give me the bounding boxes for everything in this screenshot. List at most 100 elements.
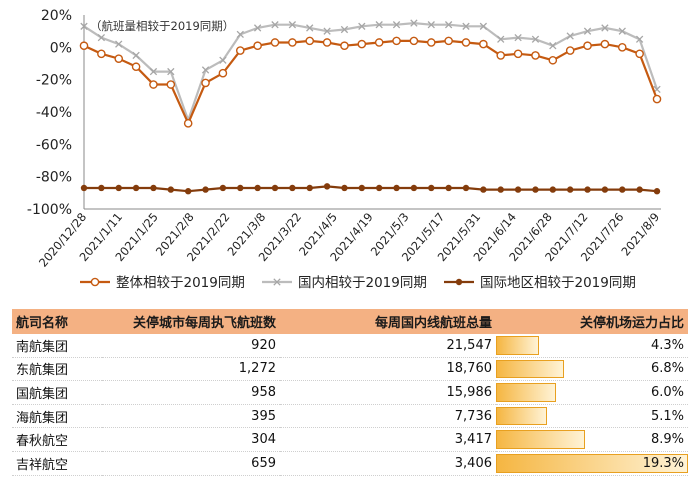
capacity-share-label: 5.1%: [650, 408, 684, 424]
data-point-international: [254, 184, 261, 192]
legend-label-0: 整体相较于2019同期: [116, 275, 245, 291]
capacity-share-label: 6.0%: [650, 384, 684, 400]
series-line-0: [83, 39, 659, 127]
data-point-international: [358, 184, 366, 192]
y-tick-label: -40%: [36, 105, 72, 121]
data-point-domestic: [427, 21, 435, 29]
capacity-share-bar: [496, 406, 547, 426]
closed-flights: 1,272: [102, 357, 280, 382]
data-point-domestic: [149, 67, 158, 76]
capacity-share-cell: 19.3%: [496, 451, 688, 476]
airline-name: 春秋航空: [12, 427, 102, 452]
y-tick-label: -20%: [36, 73, 72, 89]
line-chart: 20% 0% -20% -40% -60% -80% -100%2020/12/28 2021…: [27, 8, 662, 291]
data-point-overall: [496, 51, 506, 60]
capacity-share-cell: 4.3%: [496, 334, 688, 358]
data-point-international: [619, 186, 626, 193]
capacity-share-cell: 6.8%: [496, 357, 688, 382]
data-point-domestic: [635, 35, 644, 43]
data-point-international: [375, 184, 383, 192]
x-tick-label: 2020/12/28: [36, 210, 89, 270]
capacity-share-cell: 6.0%: [496, 380, 688, 405]
data-point-domestic: [219, 56, 227, 64]
table-row: 春秋航空 304 3,417 8.9%: [12, 427, 688, 452]
data-point-overall: [270, 38, 280, 47]
data-point-domestic: [375, 21, 383, 29]
data-point-international: [184, 188, 192, 195]
data-point-domestic: [410, 19, 418, 27]
data-point-overall: [548, 55, 558, 65]
data-point-domestic: [583, 27, 592, 35]
data-point-overall: [322, 38, 332, 47]
weekly-total: 3,406: [280, 451, 496, 476]
weekly-total: 15,986: [280, 380, 496, 405]
y-tick-label: -60%: [36, 137, 72, 153]
data-point-domestic: [201, 66, 210, 74]
y-tick-label: -100%: [27, 202, 72, 218]
y-tick-label: -80%: [36, 170, 72, 186]
data-point-international: [98, 184, 105, 192]
data-point-domestic: [566, 32, 574, 40]
data-point-domestic: [392, 21, 401, 29]
data-point-overall: [114, 54, 124, 63]
data-point-domestic: [115, 40, 123, 48]
legend-marker-0: [90, 277, 100, 287]
data-point-domestic: [444, 21, 453, 29]
closed-flights: 920: [102, 334, 280, 358]
data-point-overall: [600, 39, 610, 49]
closed-flights: 958: [102, 380, 280, 405]
data-point-overall: [340, 41, 349, 51]
data-point-international: [237, 184, 244, 192]
data-point-domestic: [167, 67, 175, 76]
capacity-share-cell: 8.9%: [496, 427, 688, 452]
data-point-overall: [357, 39, 367, 49]
data-point-international: [393, 184, 400, 192]
data-point-domestic: [531, 35, 540, 43]
data-point-domestic: [549, 42, 557, 50]
data-point-domestic: [514, 33, 522, 42]
data-point-overall: [617, 43, 627, 52]
airline-name: 国航集团: [12, 380, 102, 405]
data-point-domestic: [236, 30, 244, 39]
data-point-domestic: [132, 51, 140, 60]
data-point-domestic: [323, 27, 331, 35]
table-row: 南航集团 920 21,547 4.3%: [12, 334, 688, 358]
capacity-share-label: 6.8%: [650, 361, 684, 377]
data-point-overall: [461, 38, 471, 47]
airline-name: 吉祥航空: [12, 451, 102, 476]
data-point-overall: [635, 49, 644, 59]
capacity-share-label: 19.3%: [642, 455, 684, 471]
airline-table: 航司名称 关停城市每周执飞航班数 每周国内线航班总量 关停机场运力占比 南航集团…: [12, 309, 688, 476]
header-closed-flights: 关停城市每周执飞航班数: [102, 309, 280, 334]
data-point-international: [601, 186, 609, 193]
data-point-international: [428, 184, 435, 192]
capacity-share-bar: [496, 359, 564, 379]
data-point-overall: [583, 41, 592, 51]
data-point-international: [480, 186, 487, 193]
data-point-overall: [531, 51, 540, 60]
data-point-international: [636, 186, 643, 193]
data-point-overall: [392, 36, 401, 46]
data-point-international: [445, 184, 452, 192]
airline-name: 海航集团: [12, 404, 102, 429]
weekly-total: 7,736: [280, 404, 496, 429]
data-point-international: [167, 186, 175, 193]
data-point-international: [132, 184, 140, 192]
data-point-overall: [479, 39, 488, 49]
data-point-international: [115, 184, 122, 192]
capacity-share-bar: [496, 430, 585, 449]
closed-flights: 659: [102, 451, 280, 476]
data-point-domestic: [462, 22, 470, 30]
data-point-international: [80, 184, 88, 192]
data-point-domestic: [358, 22, 366, 30]
weekly-total: 18,760: [280, 357, 496, 382]
data-point-overall: [166, 80, 176, 89]
data-point-international: [584, 186, 591, 193]
series-line-2: [84, 185, 658, 193]
weekly-total: 21,547: [280, 334, 496, 358]
data-point-overall: [444, 36, 453, 46]
legend-marker-2: [455, 278, 463, 286]
data-point-domestic: [253, 24, 262, 32]
data-point-overall: [305, 36, 315, 46]
data-point-overall: [235, 46, 245, 55]
